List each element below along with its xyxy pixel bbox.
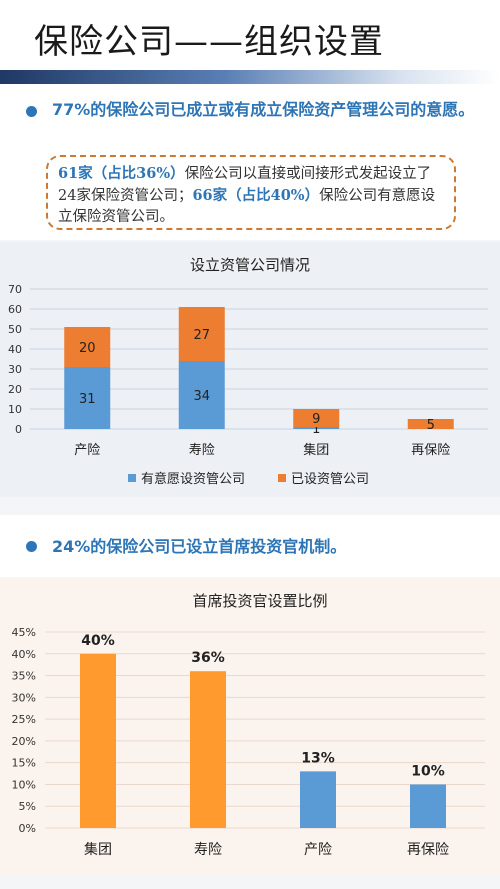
bar <box>300 771 336 828</box>
y-tick-label: 10 <box>8 403 22 416</box>
bar-segment <box>178 361 225 429</box>
note-text-2: 保险公司有意愿设立保险资管公司。 <box>58 188 436 225</box>
legend-label: 有意愿设资管公司 <box>141 471 245 487</box>
x-tick-label: 集团 <box>303 442 329 458</box>
y-tick-label: 25% <box>12 713 36 726</box>
data-label: 10% <box>411 763 445 779</box>
y-tick-label: 35% <box>12 670 36 683</box>
bullet-section-2: 24%的保险公司已设立首席投资官机制。 <box>0 515 500 577</box>
y-tick-label: 20% <box>12 735 36 748</box>
bar-segment <box>64 367 111 429</box>
note-text-1: 保险公司以直接或间接形式发起设立了24家保险资管公司； <box>58 166 432 204</box>
chart-title: 首席投资官设置比例 <box>192 592 327 610</box>
data-label: 9 <box>312 412 320 427</box>
data-label: 27 <box>193 328 210 343</box>
y-tick-label: 40% <box>12 648 36 661</box>
x-tick-label: 寿险 <box>189 443 215 458</box>
legend-label: 已设资管公司 <box>291 472 369 487</box>
y-tick-label: 70 <box>8 283 22 296</box>
y-tick-label: 60 <box>8 303 22 316</box>
y-tick-label: 50 <box>8 323 22 336</box>
bullet-dot-icon <box>26 106 37 117</box>
chart-panel-2: 首席投资官设置比例 0% 5% 10% 15% 20% 25% 30% 35% 40% 45% 40%… <box>0 578 500 876</box>
x-tick-label: 寿险 <box>194 841 222 858</box>
data-label: 13% <box>301 750 335 766</box>
x-tick-label: 产险 <box>304 842 332 858</box>
bullet-text-1: 77%的保险公司已成立或有成立保险资产管理公司的意愿。 <box>52 100 475 119</box>
note-highlight-1: 61家（占比36%） <box>58 165 185 182</box>
chart-panel-1: 设立资管公司情况 0 10 20 30 40 50 60 70 31 20 产险 34 27 寿险 1 9 集团 5… <box>0 242 500 497</box>
bar-segment <box>407 419 454 429</box>
x-tick-label: 再保险 <box>411 443 450 458</box>
bar-segment <box>178 307 225 361</box>
y-tick-label: 0% <box>19 822 36 835</box>
header: 保险公司——组织设置 <box>0 0 500 84</box>
legend-swatch <box>128 474 136 482</box>
bar-segment <box>293 427 340 429</box>
page-title: 保险公司——组织设置 <box>34 22 384 62</box>
y-tick-label: 20 <box>8 383 22 396</box>
bar <box>190 671 226 828</box>
bullet-section-1: 77%的保险公司已成立或有成立保险资产管理公司的意愿。 <box>0 84 500 240</box>
y-tick-label: 5% <box>19 800 36 813</box>
bar-segment <box>64 327 111 367</box>
y-tick-label: 40 <box>8 343 22 356</box>
note-box: 61家（占比36%）保险公司以直接或间接形式发起设立了24家保险资管公司；66家… <box>46 155 456 230</box>
data-label: 5 <box>427 418 435 433</box>
data-label: 1 <box>312 422 320 437</box>
y-tick-label: 0 <box>15 423 22 436</box>
bar-segment <box>293 409 340 427</box>
data-label: 31 <box>79 392 96 407</box>
bullet-dot-icon <box>26 541 37 552</box>
bar <box>80 653 116 828</box>
data-label: 20 <box>79 341 96 356</box>
x-tick-label: 集团 <box>84 841 112 858</box>
data-label: 40% <box>81 633 115 649</box>
stacked-bar-chart: 设立资管公司情况 0 10 20 30 40 50 60 70 31 20 产险 34 27 寿险 19 集团 5… <box>8 256 488 487</box>
data-label: 34 <box>193 389 210 404</box>
note-highlight-2: 66家（占比40%） <box>192 187 320 204</box>
title-underline-bar <box>0 70 500 84</box>
y-tick-label: 10% <box>12 778 36 791</box>
bullet-text-2: 24%的保险公司已设立首席投资官机制。 <box>52 537 347 556</box>
y-tick-label: 30% <box>12 691 36 704</box>
y-tick-label: 45% <box>12 626 36 639</box>
y-tick-label: 15% <box>12 757 36 770</box>
legend-swatch <box>278 474 286 482</box>
y-tick-label: 30 <box>8 363 22 376</box>
bar-chart: 首席投资官设置比例 0% 5% 10% 15% 20% 25% 30% 35% 40% 45% 40%… <box>12 592 485 858</box>
data-label: 36% <box>191 650 225 666</box>
chart-title: 设立资管公司情况 <box>190 256 310 274</box>
x-tick-label: 再保险 <box>407 842 449 858</box>
bar <box>410 784 446 828</box>
x-tick-label: 产险 <box>74 443 100 458</box>
